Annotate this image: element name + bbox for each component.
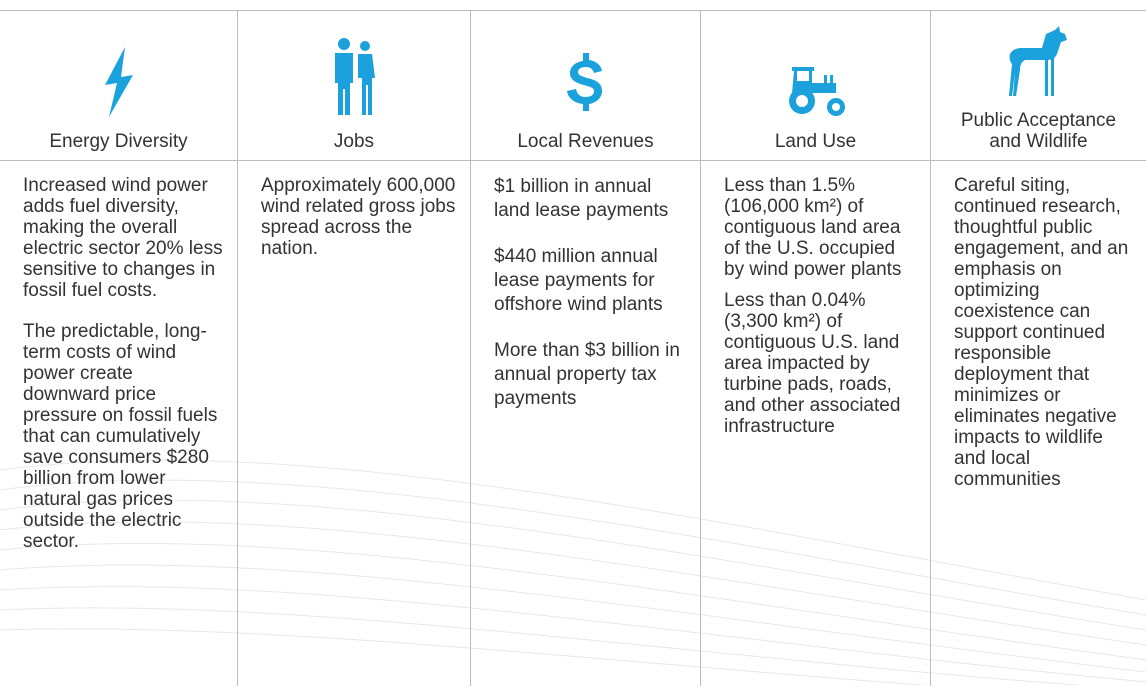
benefits-table: Energy Diversity Increased wind power add… (0, 10, 1146, 686)
table-column: Jobs Approximately 600,000 wind related g… (237, 11, 470, 686)
header-icon (1008, 26, 1067, 96)
cell-paragraph: Less than 0.04% (3,300 km²) of contiguou… (724, 290, 901, 437)
column-header: Local Revenues (471, 11, 700, 161)
table-column: Local Revenues $1 billion in annual land … (470, 11, 700, 686)
cell-paragraph: Less than 1.5% (106,000 km²) of contiguo… (724, 175, 902, 280)
header-title: Public Acceptance and Wildlife (960, 110, 1117, 152)
column-body: Careful siting, continued research, thou… (931, 161, 1146, 490)
column-header: Jobs (238, 11, 470, 161)
header-icon (788, 67, 845, 116)
header-title: Energy Diversity (49, 131, 188, 152)
table-column: Public Acceptance and Wildlife Careful si… (930, 11, 1146, 686)
cell-paragraph: The predictable, long-term costs of wind… (23, 321, 218, 552)
cell-paragraph: $440 million annual lease payments for o… (494, 246, 663, 315)
cell-paragraph: Careful siting, continued research, thou… (954, 175, 1129, 490)
column-body: $1 billion in annual land lease payments… (471, 161, 700, 411)
column-header: Public Acceptance and Wildlife (931, 11, 1146, 161)
column-body: Approximately 600,000 wind related gross… (238, 161, 470, 259)
header-title: Jobs (333, 131, 375, 152)
header-title: Local Revenues (517, 131, 654, 152)
header-icon (104, 47, 133, 117)
table-column: Energy Diversity Increased wind power add… (0, 11, 237, 686)
cell-paragraph: $1 billion in annual land lease payments (494, 176, 669, 221)
header-icon (335, 38, 375, 115)
column-body: Increased wind power adds fuel diversity… (0, 161, 237, 552)
header-title: Land Use (774, 131, 857, 152)
cell-paragraph: More than $3 billion in annual property … (494, 340, 680, 409)
cell-paragraph: Approximately 600,000 wind related gross… (261, 175, 456, 259)
table-column: Land Use Less than 1.5% (106,000 km²) of … (700, 11, 930, 686)
column-header: Land Use (701, 11, 930, 161)
column-header: Energy Diversity (0, 11, 237, 161)
header-icon (566, 53, 602, 111)
cell-paragraph: Increased wind power adds fuel diversity… (23, 175, 223, 301)
column-body: Less than 1.5% (106,000 km²) of contiguo… (701, 161, 930, 437)
